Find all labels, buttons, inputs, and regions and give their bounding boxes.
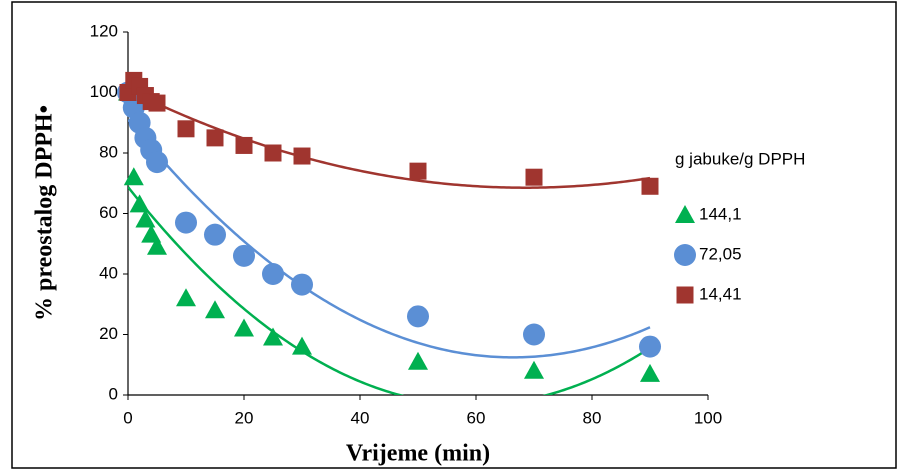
legend-title: g jabuke/g DPPH	[675, 149, 805, 168]
triangle-marker	[640, 363, 660, 382]
y-tick-label: 0	[109, 384, 118, 403]
square-marker	[676, 286, 694, 304]
circle-marker	[262, 263, 284, 285]
square-marker	[293, 147, 311, 165]
circle-marker	[175, 211, 197, 234]
triangle-marker	[292, 336, 312, 355]
circle-marker	[674, 244, 696, 266]
square-marker	[409, 162, 427, 180]
square-marker	[235, 136, 253, 154]
trendline	[128, 186, 651, 395]
square-marker	[148, 94, 166, 112]
y-tick-label: 100	[90, 82, 118, 101]
legend-label: 14,41	[699, 284, 742, 303]
circle-marker	[146, 151, 168, 174]
trendline	[128, 118, 651, 359]
triangle-marker	[135, 209, 156, 228]
x-tick-label: 20	[235, 408, 254, 427]
x-tick-label: 60	[467, 408, 486, 427]
chart-border	[11, 1, 897, 469]
x-tick-label: 100	[694, 408, 722, 427]
square-marker	[206, 129, 224, 147]
x-tick-label: 40	[351, 408, 370, 427]
circle-marker	[407, 305, 429, 328]
circle-marker	[204, 223, 226, 246]
y-tick-label: 80	[99, 142, 118, 161]
trendlines	[128, 88, 651, 395]
triangle-marker	[263, 327, 283, 346]
y-tick-label: 60	[99, 203, 118, 222]
circle-marker	[523, 323, 545, 346]
x-tick-label: 80	[583, 408, 602, 427]
square-marker	[264, 144, 282, 162]
triangle-marker	[176, 288, 196, 307]
square-marker	[525, 168, 543, 186]
y-tick-label: 120	[90, 21, 118, 40]
triangle-marker	[408, 351, 428, 370]
y-tick-label: 40	[99, 263, 118, 282]
triangle-marker	[524, 360, 544, 379]
square-marker	[177, 120, 195, 138]
triangle-marker	[205, 300, 225, 319]
triangle-marker	[675, 205, 695, 223]
circle-marker	[233, 244, 255, 267]
y-axis-title: % preostalog DPPH•	[32, 105, 58, 321]
trendline	[128, 88, 651, 189]
triangle-marker	[141, 224, 162, 243]
triangle-marker	[234, 318, 254, 337]
circle-marker	[291, 273, 313, 296]
circle-marker	[639, 335, 661, 358]
legend-label: 144,1	[699, 204, 742, 223]
legend-label: 72,05	[699, 244, 742, 263]
x-axis-title: Vrijeme (min)	[346, 441, 490, 467]
x-tick-label: 0	[123, 408, 132, 427]
y-tick-label: 20	[99, 324, 118, 343]
triangle-marker	[147, 236, 167, 255]
triangle-marker	[129, 194, 150, 213]
square-marker	[641, 177, 659, 195]
triangle-marker	[123, 167, 144, 186]
